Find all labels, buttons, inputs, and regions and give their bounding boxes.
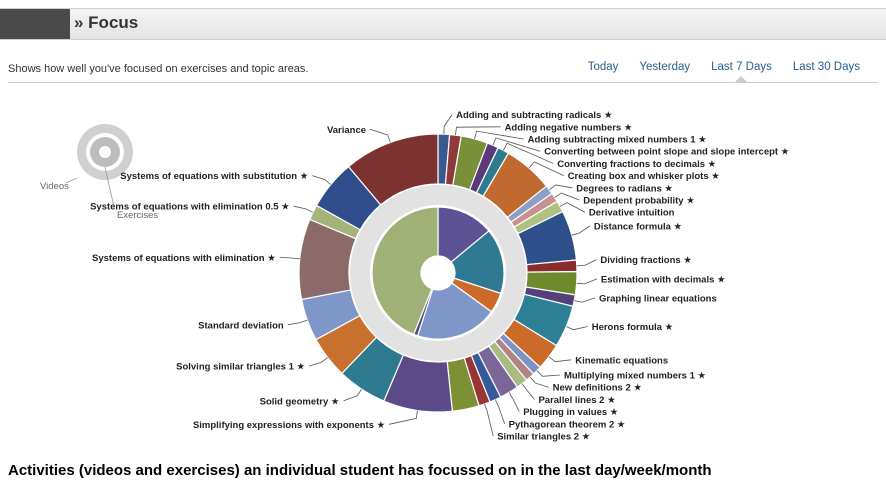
segment-label[interactable]: Solid geometry ★ [260, 396, 340, 407]
ring-gap-band [350, 185, 526, 361]
legend-videos-label: Videos [40, 181, 69, 192]
segment-label[interactable]: Converting fractions to decimals ★ [557, 159, 716, 170]
segment-label[interactable]: Adding and subtracting radicals ★ [456, 110, 612, 121]
label-leader-line [494, 399, 506, 424]
segment-label[interactable]: Converting between point slope and slope… [544, 147, 789, 158]
header-bar: » Focus [0, 8, 886, 40]
figure-caption: Activities (videos and exercises) an ind… [8, 462, 712, 479]
segment-label[interactable]: Derivative intuition [589, 208, 675, 219]
segment-label[interactable]: Graphing linear equations [599, 293, 717, 304]
tab-yesterday[interactable]: Yesterday [639, 61, 691, 73]
segment-label[interactable]: Parallel lines 2 ★ [538, 395, 615, 406]
label-leader-line [574, 297, 596, 303]
segment-label[interactable]: Degrees to radians ★ [576, 183, 673, 194]
outer-ring-segment[interactable] [347, 133, 439, 206]
inner-ring-segment[interactable] [371, 206, 439, 336]
label-leader-line [576, 259, 597, 267]
tab-last-30-days[interactable]: Last 30 Days [792, 61, 860, 73]
segment-label[interactable]: Adding subtracting mixed numbers 1 ★ [528, 135, 707, 146]
label-leader-line [443, 114, 453, 135]
segment-labels: Adding and subtracting radicals ★Adding … [90, 110, 789, 442]
label-leader-line [308, 357, 328, 367]
outer-ring [298, 133, 578, 413]
inner-ring [371, 206, 505, 340]
segment-label[interactable]: Dividing fractions ★ [600, 255, 691, 266]
label-leader-line [279, 257, 300, 260]
label-leader-line [576, 278, 598, 285]
label-leader-line [503, 142, 554, 164]
label-leader-line [389, 410, 418, 425]
segment-label[interactable]: Solving similar triangles 1 ★ [176, 361, 305, 372]
time-range-tabs: Today Yesterday Last 7 Days Last 30 Days [588, 61, 860, 73]
label-leader-line [484, 403, 494, 437]
label-leader-line [536, 370, 561, 377]
label-leader-line [312, 175, 332, 185]
legend-hole-icon [99, 146, 111, 158]
focus-sunburst-chart: Videos Exercises Adding and subtracting … [40, 110, 789, 442]
inner-ring-segment[interactable] [450, 230, 505, 295]
label-leader-line [529, 376, 549, 388]
label-leader-line [554, 192, 580, 201]
segment-label[interactable]: Standard deviation [198, 320, 284, 331]
legend-exercises-label: Exercises [117, 210, 158, 221]
tabs-divider [8, 82, 878, 83]
header-logo-area [0, 9, 70, 39]
segment-label[interactable]: Plugging in values ★ [523, 407, 618, 418]
label-leader-line [508, 392, 520, 412]
segment-label[interactable]: Estimation with decimals ★ [601, 274, 726, 285]
label-leader-line [528, 161, 564, 176]
segment-label[interactable]: Dependent probability ★ [583, 196, 694, 207]
label-leader-line [571, 225, 591, 236]
segment-label[interactable]: Similar triangles 2 ★ [497, 432, 590, 443]
segment-label[interactable]: Distance formula ★ [594, 221, 682, 232]
label-leader-line [287, 319, 308, 326]
segment-label[interactable]: New definitions 2 ★ [553, 383, 642, 394]
tab-today[interactable]: Today [587, 61, 619, 73]
ring-legend: Videos Exercises [40, 124, 158, 221]
label-leader-line [455, 126, 501, 136]
active-tab-pointer [735, 76, 747, 82]
label-leader-line [549, 184, 573, 191]
label-leader-line [566, 326, 588, 331]
segment-label[interactable]: Variance [327, 125, 366, 136]
label-leader-line [474, 130, 524, 140]
label-leader-line [521, 383, 535, 400]
segment-label[interactable]: Pythagorean theorem 2 ★ [509, 419, 626, 430]
segment-label[interactable]: Systems of equations with elimination ★ [92, 253, 276, 264]
segment-label[interactable]: Systems of equations with elimination 0.… [90, 202, 290, 213]
segment-label[interactable]: Adding negative numbers ★ [505, 122, 633, 133]
label-leader-line [492, 137, 541, 152]
segment-label[interactable]: Kinematic equations [575, 355, 668, 366]
label-leaders [279, 114, 598, 437]
legend-exercises-leader [104, 166, 115, 208]
segment-label[interactable]: Simplifying expressions with exponents ★ [193, 420, 385, 431]
label-leader-line [559, 202, 586, 213]
label-leader-line [293, 205, 314, 213]
segment-label[interactable]: Herons formula ★ [592, 322, 673, 333]
label-leader-line [343, 388, 362, 402]
page-title: » Focus [74, 13, 139, 32]
page-description: Shows how well you've focused on exercis… [8, 63, 309, 75]
tab-last-7-days[interactable]: Last 7 Days [711, 61, 772, 73]
segment-label[interactable]: Systems of equations with substitution ★ [120, 171, 308, 182]
inner-ring-segment[interactable] [416, 282, 493, 340]
segment-label[interactable]: Multiplying mixed numbers 1 ★ [564, 371, 706, 382]
label-leader-line [548, 356, 572, 363]
label-leader-line [369, 128, 391, 143]
legend-videos-leader [65, 177, 78, 184]
segment-label[interactable]: Creating box and whisker plots ★ [568, 171, 720, 182]
